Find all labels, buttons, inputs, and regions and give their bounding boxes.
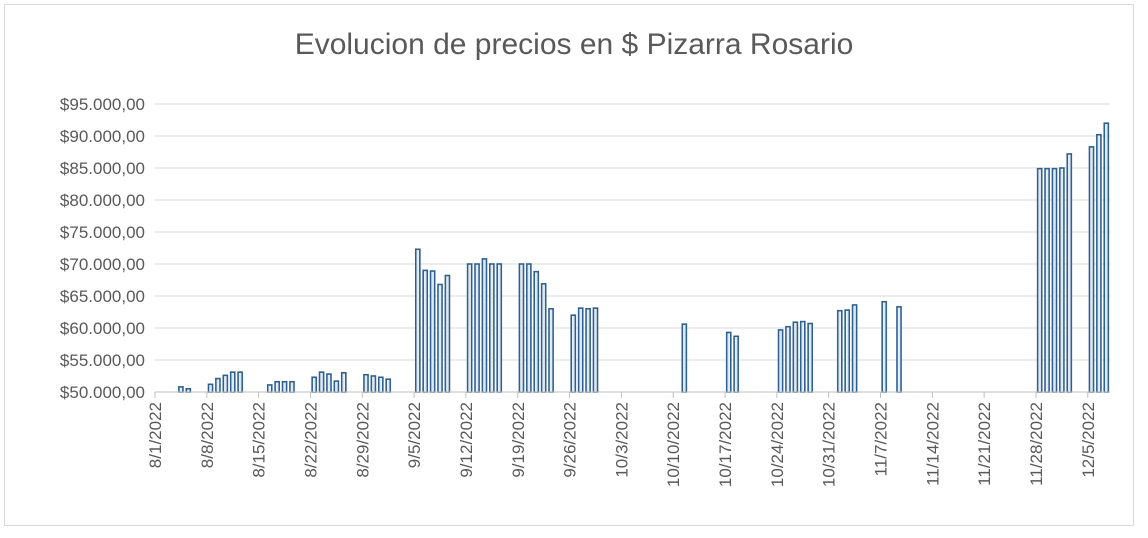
bar-fill: [898, 308, 900, 392]
bar-fill: [528, 265, 530, 392]
bar-fill: [853, 306, 856, 392]
bar-fill: [342, 374, 345, 392]
chart-frame: [4, 4, 1134, 526]
bar-fill: [794, 323, 797, 392]
bar-fill: [1090, 148, 1093, 392]
y-tick-label: $50.000,00: [60, 383, 145, 402]
y-tick-label: $70.000,00: [60, 255, 145, 274]
bar-fill: [379, 378, 382, 392]
bar-fill: [224, 376, 227, 392]
bar-fill: [727, 333, 730, 392]
x-tick-label: 10/24/2022: [768, 402, 787, 487]
bar-fill: [320, 373, 323, 392]
y-tick-label: $75.000,00: [60, 223, 145, 242]
bar-fill: [268, 386, 271, 392]
x-tick-label: 9/26/2022: [561, 402, 580, 478]
x-tick-label: 10/17/2022: [716, 402, 735, 487]
bar-fill: [1053, 169, 1056, 392]
x-tick-label: 9/5/2022: [405, 402, 424, 468]
y-tick-label: $60.000,00: [60, 319, 145, 338]
bar-fill: [335, 382, 338, 392]
bar-fill: [1038, 169, 1041, 392]
bar-fill: [231, 373, 234, 392]
bar-fill: [416, 250, 419, 392]
x-tick-label: 10/31/2022: [820, 402, 839, 487]
bar-fill: [838, 311, 841, 392]
bar-fill: [187, 390, 190, 392]
y-tick-label: $95.000,00: [60, 95, 145, 114]
bar-fill: [846, 311, 849, 392]
bar-fill: [491, 265, 493, 392]
x-tick-label: 12/5/2022: [1079, 402, 1098, 478]
chart-title: Evolucion de precios en $ Pizarra Rosari…: [294, 28, 854, 61]
x-axis: [154, 391, 1110, 398]
bar-fill: [587, 310, 589, 392]
gridlines: [155, 103, 1110, 393]
bar-fill: [809, 324, 812, 392]
y-axis-ticks: $50.000,00 $55.000,00 $60.000,00 $65.000,00…: [60, 95, 145, 402]
bar-fill: [313, 378, 316, 392]
x-tick-label: 8/29/2022: [353, 402, 372, 478]
x-tick-label: 10/10/2022: [664, 402, 683, 487]
x-tick-label: 10/3/2022: [612, 402, 631, 478]
bar-fill: [535, 272, 538, 392]
bar-fill: [468, 265, 471, 392]
y-tick-label: $90.000,00: [60, 127, 145, 146]
bars: [178, 122, 1110, 393]
bar-fill: [542, 285, 545, 392]
bar-fill: [572, 316, 575, 392]
bar-fill: [239, 373, 241, 392]
bar-fill: [283, 382, 286, 392]
bar-fill: [787, 327, 789, 392]
bar-fill: [498, 265, 501, 392]
y-tick-label: $65.000,00: [60, 287, 145, 306]
x-tick-label: 8/1/2022: [146, 402, 165, 468]
bar-fill: [579, 309, 582, 392]
bar-fill: [594, 309, 597, 392]
x-axis-ticks: 8/1/2022 8/8/2022 8/15/2022 8/22/2022 8/29/2…: [146, 402, 1098, 487]
y-tick-label: $80.000,00: [60, 191, 145, 210]
bar-fill: [735, 337, 737, 392]
bar-fill: [1061, 169, 1063, 392]
y-tick-label: $85.000,00: [60, 159, 145, 178]
bar-fill: [1098, 135, 1100, 393]
bar-fill: [1046, 169, 1048, 392]
bar-fill: [446, 276, 449, 392]
bar-fill: [520, 265, 523, 392]
x-tick-label: 11/21/2022: [975, 402, 994, 486]
bar-fill: [550, 310, 552, 392]
x-tick-label: 11/28/2022: [1027, 402, 1046, 486]
bar-fill: [180, 388, 182, 392]
bar-fill: [483, 260, 486, 392]
x-tick-label: 8/15/2022: [250, 402, 269, 478]
bar-fill: [476, 265, 478, 392]
x-tick-label: 8/8/2022: [198, 402, 217, 468]
bar-fill: [387, 380, 390, 392]
bar-fill: [365, 375, 367, 392]
x-tick-label: 11/14/2022: [923, 402, 942, 486]
bar-fill: [1105, 124, 1108, 393]
bar-fill: [439, 285, 441, 392]
bar-fill: [209, 385, 212, 392]
bar-fill: [372, 377, 375, 392]
bar-fill: [431, 272, 434, 392]
y-tick-label: $55.000,00: [60, 351, 145, 370]
x-tick-label: 11/7/2022: [872, 402, 891, 476]
bar-fill: [217, 379, 219, 392]
bar-fill: [883, 302, 886, 392]
bar-fill: [1068, 155, 1071, 392]
bar-fill: [276, 382, 278, 392]
bar-fill: [779, 331, 782, 392]
bar-fill: [424, 271, 427, 392]
x-tick-label: 8/22/2022: [301, 402, 320, 478]
bar-fill: [328, 375, 330, 392]
bar-fill: [801, 322, 804, 392]
x-tick-label: 9/19/2022: [509, 402, 528, 478]
x-tick-label: 9/12/2022: [457, 402, 476, 478]
bar-fill: [291, 382, 293, 392]
bar-fill: [683, 325, 686, 392]
